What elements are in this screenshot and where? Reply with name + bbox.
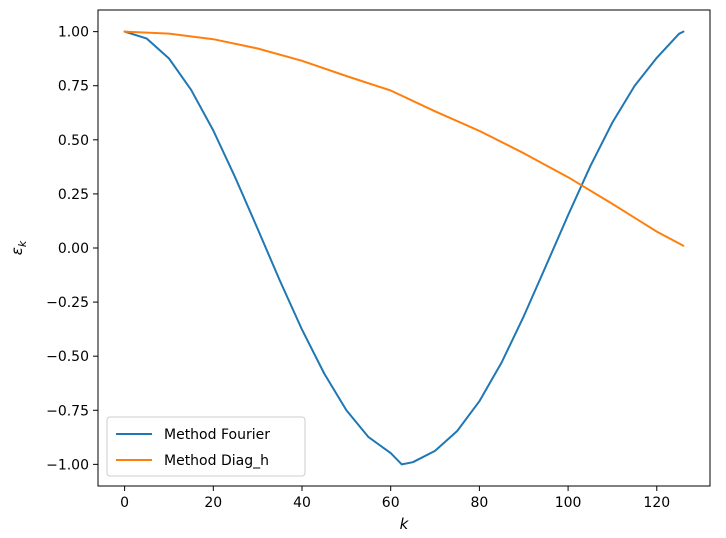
y-tick-label: −0.50 <box>46 349 89 365</box>
y-tick-label: 1.00 <box>58 25 89 41</box>
y-tick-label: −0.25 <box>46 295 89 311</box>
y-tick-label: −1.00 <box>46 457 89 473</box>
legend-label-fourier: Method Fourier <box>164 427 270 443</box>
y-axis-label-sub: k <box>16 240 29 247</box>
y-axis-label-main: ε <box>8 247 26 255</box>
plot-frame <box>97 9 711 487</box>
y-tick-label: 0.00 <box>58 241 89 257</box>
series-line-1 <box>123 30 685 247</box>
x-tick-label: 80 <box>470 495 488 511</box>
x-tick-label: 60 <box>382 495 400 511</box>
legend-label-diag-h: Method Diag_h <box>164 453 269 469</box>
x-tick-label: 120 <box>643 495 670 511</box>
x-tick-label: 20 <box>204 495 222 511</box>
y-tick-label: 0.75 <box>58 79 89 95</box>
x-axis-label: k <box>400 515 410 533</box>
legend-box <box>106 416 306 477</box>
x-tick-label: 40 <box>293 495 311 511</box>
y-axis-label: εk <box>8 240 29 255</box>
series-line-0 <box>123 30 685 466</box>
y-tick-label: −0.75 <box>46 403 89 419</box>
series-lines <box>123 30 685 466</box>
legend: Method Fourier Method Diag_h <box>106 416 306 477</box>
x-tick-label: 0 <box>120 495 129 511</box>
axis-ticks: 0 20 40 60 80 100 120 1.00 0.75 0.50 0.25 0.00 −0.25… <box>46 25 670 511</box>
y-tick-label: 0.50 <box>58 133 89 149</box>
x-tick-label: 100 <box>555 495 582 511</box>
y-tick-label: 0.25 <box>58 187 89 203</box>
